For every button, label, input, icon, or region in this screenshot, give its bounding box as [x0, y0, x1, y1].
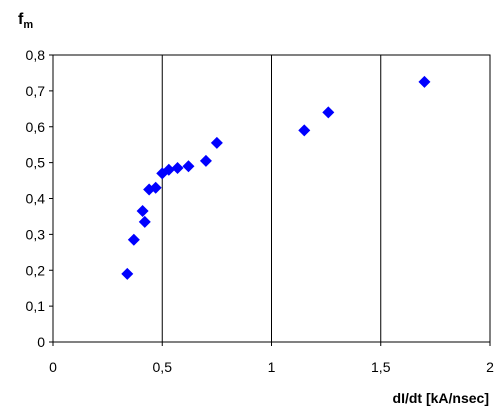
x-tick-label: 0,5: [153, 359, 173, 375]
x-axis-title: dI/dt [kA/nsec]: [393, 390, 489, 406]
data-point-diamond: [136, 205, 149, 218]
data-point-diamond: [199, 154, 212, 167]
gridlines: [161, 55, 382, 342]
y-tick-label: 0,6: [26, 119, 46, 135]
y-tick-label: 0,3: [26, 226, 46, 242]
data-point-diamond: [298, 124, 311, 137]
data-point-diamond: [182, 160, 195, 173]
x-tick-label: 1,5: [371, 359, 391, 375]
y-axis-ticks: 0 0,1 0,2 0,3 0,4 0,5 0,6 0,7 0,8: [26, 47, 53, 350]
y-tick-label: 0,8: [26, 47, 46, 63]
y-axis-title-main: f: [18, 11, 24, 28]
data-point-diamond: [162, 163, 175, 176]
data-point-diamond: [121, 267, 134, 280]
y-tick-label: 0,7: [26, 83, 46, 99]
data-point-diamond: [418, 75, 431, 88]
data-point-diamond: [138, 215, 151, 228]
y-tick-label: 0: [37, 334, 45, 350]
x-tick-label: 1: [268, 359, 276, 375]
y-tick-label: 0,5: [26, 155, 46, 171]
y-tick-label: 0,2: [26, 262, 46, 278]
x-tick-label: 2: [486, 359, 494, 375]
y-axis-title: fm: [18, 11, 33, 31]
x-axis-ticks: 0 0,5 1 1,5 2: [49, 342, 494, 375]
data-point-diamond: [171, 162, 184, 175]
y-tick-label: 0,1: [26, 298, 46, 314]
y-tick-label: 0,4: [26, 191, 46, 207]
plot-area: 0 0,1 0,2 0,3 0,4 0,5 0,6 0,7 0,8 0 0,5 1 1,5 2: [26, 47, 495, 375]
x-tick-label: 0: [49, 359, 57, 375]
y-axis-title-sub: m: [23, 19, 33, 31]
data-point-diamond: [322, 106, 335, 119]
data-point-diamond: [149, 181, 162, 194]
data-point-diamond: [127, 233, 140, 246]
data-point-diamond: [210, 136, 223, 149]
data-points: [121, 75, 431, 280]
